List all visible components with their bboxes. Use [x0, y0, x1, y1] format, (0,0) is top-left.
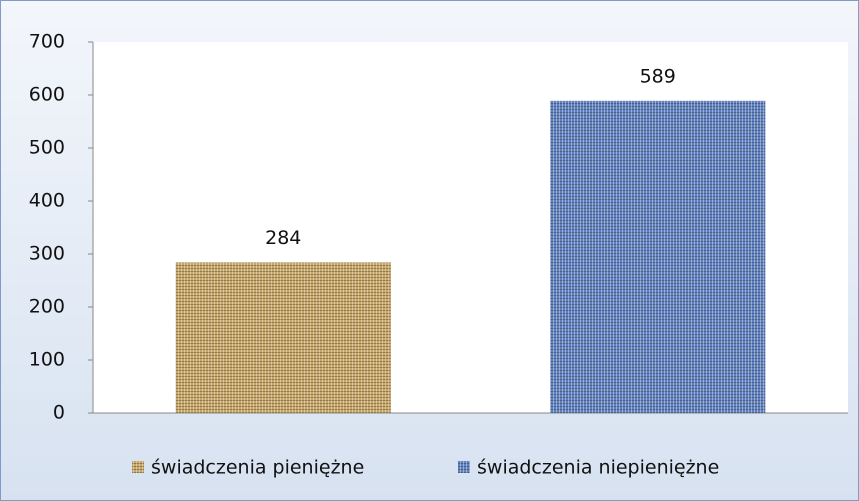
- data-label: 284: [265, 227, 301, 249]
- bar: [175, 262, 391, 413]
- y-tick-label: 500: [29, 137, 65, 159]
- y-tick-label: 200: [29, 296, 65, 318]
- y-tick-label: 0: [53, 402, 65, 424]
- legend-swatch: [132, 461, 144, 473]
- legend-label: świadczenia pieniężne: [151, 457, 364, 479]
- legend-swatch: [458, 461, 470, 473]
- legend-label: świadczenia niepieniężne: [477, 457, 719, 479]
- y-tick-label: 400: [29, 190, 65, 212]
- y-tick-label: 700: [29, 31, 65, 53]
- bar: [550, 100, 766, 413]
- y-tick-label: 300: [29, 243, 65, 265]
- y-tick-label: 600: [29, 84, 65, 106]
- y-tick-label: 100: [29, 349, 65, 371]
- data-label: 589: [640, 65, 676, 87]
